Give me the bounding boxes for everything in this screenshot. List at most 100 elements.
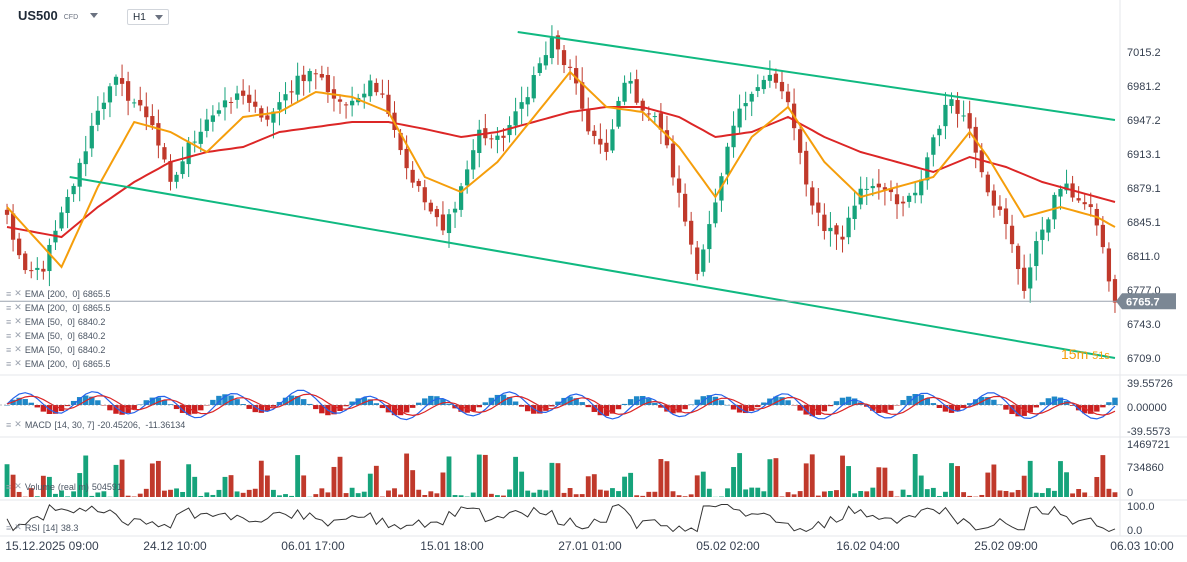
volume-bar (270, 489, 276, 497)
macd-histogram-bar (191, 405, 198, 414)
macd-histogram-bar (52, 405, 59, 414)
candle-body (537, 63, 542, 73)
legend-value: 6865.5 (82, 358, 111, 369)
legend-close-icon[interactable]: ✕ (14, 358, 22, 368)
macd-histogram-bar (101, 405, 107, 406)
volume-bar (404, 453, 410, 497)
legend-menu-icon[interactable]: ≡ (6, 481, 12, 492)
candle-body (192, 141, 197, 143)
ema-legend-2[interactable]: ≡ ✕ EMA [50, 0] 6840.2 (6, 316, 105, 327)
legend-close-icon[interactable]: ✕ (14, 522, 22, 532)
macd-histogram-bar (627, 399, 634, 405)
candle-body (634, 79, 639, 103)
legend-close-icon[interactable]: ✕ (14, 330, 22, 340)
candle-body (398, 132, 403, 151)
candle-body (150, 116, 155, 126)
macd-histogram-bar (960, 405, 967, 408)
legend-menu-icon[interactable]: ≡ (6, 302, 12, 313)
volume-bar (670, 491, 676, 497)
legend-menu-icon[interactable]: ≡ (6, 358, 12, 369)
legend-menu-icon[interactable]: ≡ (6, 419, 12, 430)
time-axis-tick-3: 15.01 18:00 (420, 539, 484, 553)
timeframe-select[interactable]: H1 (127, 9, 169, 25)
volume-bar (28, 488, 34, 497)
legend-close-icon[interactable]: ✕ (14, 302, 22, 312)
legend-label: EMA (24, 288, 45, 299)
macd-histogram-bar (755, 405, 761, 408)
candle-body (410, 169, 415, 183)
candle-body (991, 190, 997, 206)
candle-body (138, 99, 143, 106)
candle-body (1064, 183, 1069, 191)
volume-bar (428, 491, 434, 497)
macd-histogram-bar (561, 397, 567, 405)
macd-histogram-bar (585, 405, 591, 408)
legend-close-icon[interactable]: ✕ (14, 481, 22, 491)
volume-bar (204, 492, 210, 497)
volume-bar (622, 476, 627, 497)
legend-value: 38.3 (60, 522, 79, 533)
volume-bar (1094, 476, 1100, 497)
candle-body (265, 115, 270, 120)
candle-body (725, 146, 730, 175)
macd-histogram-bar (258, 405, 265, 413)
legend-close-icon[interactable]: ✕ (14, 344, 22, 354)
ema-legend-1[interactable]: ≡ ✕ EMA [200, 0] 6865.5 (6, 302, 110, 313)
ema-legend-0[interactable]: ≡ ✕ EMA [200, 0] 6865.5 (6, 288, 110, 299)
volume-bar (125, 495, 131, 497)
macd-histogram-bar (276, 401, 283, 405)
legend-menu-icon[interactable]: ≡ (6, 344, 12, 355)
macd-histogram-bar (337, 405, 343, 411)
volume-legend[interactable]: ≡ ✕ Volume (real m) 504591 (6, 481, 122, 492)
volume-bar (549, 462, 555, 497)
candle-body (931, 137, 936, 155)
legend-close-icon[interactable]: ✕ (14, 288, 22, 298)
volume-bar (513, 456, 519, 497)
volume-bar (4, 464, 10, 497)
macd-histogram-bar (397, 405, 404, 416)
macd-histogram-bar (22, 399, 28, 405)
legend-menu-icon[interactable]: ≡ (6, 522, 12, 533)
macd-histogram-bar (785, 400, 791, 405)
legend-close-icon[interactable]: ✕ (14, 316, 22, 326)
ema-legend-5[interactable]: ≡ ✕ EMA [200, 0] 6865.5 (6, 358, 110, 369)
macd-histogram-bar (682, 405, 688, 410)
volume-bar (246, 489, 252, 497)
volume-bar (646, 491, 652, 497)
channel-lower-line (69, 176, 1116, 359)
candle-body (689, 220, 694, 245)
volume-bar (398, 494, 403, 497)
symbol-dropdown-icon[interactable] (90, 13, 99, 18)
current-price-value: 6765.7 (1126, 296, 1160, 308)
candle-body (253, 101, 258, 107)
volume-bar (1009, 492, 1015, 497)
ema-legend-3[interactable]: ≡ ✕ EMA [50, 0] 6840.2 (6, 330, 105, 341)
volume-bar (337, 456, 343, 497)
macd-histogram-bar (391, 405, 398, 416)
macd-histogram-bar (870, 405, 876, 411)
volume-bar (1070, 493, 1076, 497)
legend-label: EMA (24, 344, 45, 355)
candle-body (295, 75, 300, 95)
candle-body (586, 109, 591, 132)
rsi-legend[interactable]: ≡ ✕ RSI [14] 38.3 (6, 522, 78, 533)
legend-menu-icon[interactable]: ≡ (6, 316, 12, 327)
candle-body (574, 68, 579, 84)
time-axis-tick-2: 06.01 17:00 (281, 539, 345, 553)
volume-bar (979, 494, 985, 497)
macd-histogram-bar (985, 397, 991, 405)
candle-body (458, 186, 464, 210)
legend-close-icon[interactable]: ✕ (14, 419, 22, 429)
macd-legend[interactable]: ≡ ✕ MACD [14, 30, 7] -20.45206, -11.36134 (6, 419, 185, 430)
legend-menu-icon[interactable]: ≡ (6, 330, 12, 341)
price-axis-tick-8: 6743.0 (1127, 319, 1161, 331)
volume-bar (1027, 460, 1033, 497)
candle-body (210, 115, 215, 122)
ema-legend-4[interactable]: ≡ ✕ EMA [50, 0] 6840.2 (6, 344, 105, 355)
candle-body (785, 91, 791, 103)
volume-bar (1112, 492, 1118, 497)
legend-menu-icon[interactable]: ≡ (6, 288, 12, 299)
macd-histogram-bar (300, 399, 307, 405)
macd-axis-tick-2: -39.5573 (1127, 426, 1170, 438)
